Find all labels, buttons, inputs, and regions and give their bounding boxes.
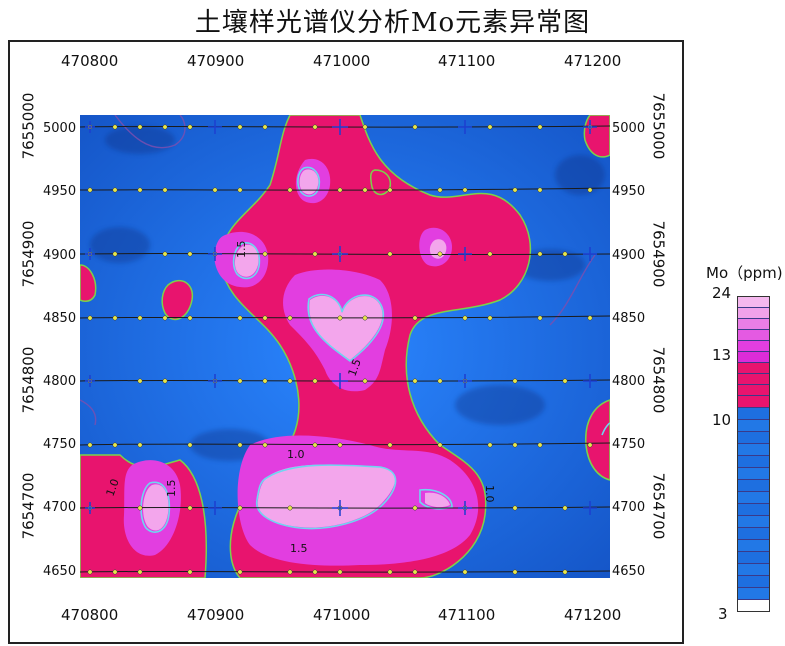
- x-tick-top: 471200: [564, 52, 622, 70]
- legend-swatch: [738, 432, 769, 444]
- sample-points: [87, 124, 593, 575]
- legend-swatch: [738, 352, 769, 363]
- legend-swatch: [738, 308, 769, 319]
- x-tick-bottom: 471200: [564, 606, 622, 624]
- x-tick-top: 471000: [313, 52, 371, 70]
- legend-swatch: [738, 540, 769, 552]
- row-label-left: 4700: [43, 500, 77, 515]
- low-contours: [80, 115, 596, 426]
- x-tick-top: 470800: [61, 52, 119, 70]
- row-label-right: 4800: [612, 374, 646, 389]
- legend-title: Mo（ppm): [706, 264, 783, 282]
- contour-label: 1.5: [235, 241, 248, 259]
- contour-label: 1.0: [104, 477, 122, 498]
- row-label-right: 4950: [612, 184, 646, 199]
- legend-swatch: [738, 564, 769, 576]
- row-label-left: 5000: [43, 121, 77, 136]
- x-tick-top: 470900: [187, 52, 245, 70]
- legend-swatch: [738, 456, 769, 468]
- legend-color-bar: [737, 296, 770, 612]
- y-tick-right: 7654800: [649, 346, 668, 414]
- legend-swatch: [738, 588, 769, 600]
- legend-swatch: [738, 468, 769, 480]
- row-label-right: 4850: [612, 311, 646, 326]
- x-tick-bottom: 470800: [61, 606, 119, 624]
- legend-swatch: [738, 408, 769, 420]
- row-label-left: 4750: [43, 437, 77, 452]
- y-tick-right: 7654700: [649, 472, 668, 540]
- legend-swatch: [738, 374, 769, 385]
- legend-swatch: [738, 504, 769, 516]
- legend-swatch: [738, 396, 769, 408]
- contour-label: 1.5: [290, 542, 308, 555]
- row-label-right: 4700: [612, 500, 646, 515]
- legend-swatch: [738, 341, 769, 352]
- row-label-left: 4900: [43, 248, 77, 263]
- y-tick-right: 7654900: [649, 220, 668, 288]
- anomaly-map-svg: 1.5 1.5 1.5 1.5 1.0 1.0 1.0: [80, 115, 610, 578]
- x-tick-bottom: 471100: [438, 606, 496, 624]
- x-tick-top: 471100: [438, 52, 496, 70]
- legend-swatch: [738, 363, 769, 374]
- legend-swatch: [738, 444, 769, 456]
- legend-swatch: [738, 528, 769, 540]
- legend-swatch: [738, 420, 769, 432]
- legend-swatch: [738, 492, 769, 504]
- legend-swatch: [738, 385, 769, 396]
- y-tick-left: 7654900: [19, 220, 38, 288]
- legend-swatch: [738, 319, 769, 330]
- row-label-left: 4850: [43, 311, 77, 326]
- contour-label: 1.0: [483, 485, 496, 503]
- row-label-left: 4650: [43, 564, 77, 579]
- row-label-left: 4950: [43, 184, 77, 199]
- legend-swatch: [738, 297, 769, 308]
- row-label-right: 4750: [612, 437, 646, 452]
- legend-label: 24: [712, 284, 732, 302]
- legend-swatch: [738, 480, 769, 492]
- map-title: 土壤样光谱仪分析Mo元素异常图: [194, 8, 591, 38]
- row-label-left: 4800: [43, 374, 77, 389]
- contour-label: 1.0: [287, 448, 305, 461]
- x-tick-bottom: 471000: [313, 606, 371, 624]
- contour-label: 1.5: [165, 480, 178, 498]
- row-label-right: 5000: [612, 121, 646, 136]
- y-tick-right: 7655000: [649, 92, 668, 160]
- legend-swatch: [738, 516, 769, 528]
- contour-label: 1.5: [346, 357, 364, 378]
- legend-swatch: [738, 576, 769, 588]
- x-tick-bottom: 470900: [187, 606, 245, 624]
- row-label-right: 4650: [612, 564, 646, 579]
- grid-crosses: [85, 119, 597, 516]
- legend-label: 13: [712, 346, 732, 364]
- legend-label: 10: [712, 411, 732, 429]
- y-tick-left: 7654800: [19, 346, 38, 414]
- legend-swatch: [738, 552, 769, 564]
- anomaly-map: 1.5 1.5 1.5 1.5 1.0 1.0 1.0: [80, 115, 610, 578]
- row-label-right: 4900: [612, 248, 646, 263]
- legend-swatch: [738, 330, 769, 341]
- y-tick-left: 7655000: [19, 92, 38, 160]
- contour-lines: [140, 166, 610, 533]
- y-tick-left: 7654700: [19, 472, 38, 540]
- legend-label: 3: [718, 605, 728, 623]
